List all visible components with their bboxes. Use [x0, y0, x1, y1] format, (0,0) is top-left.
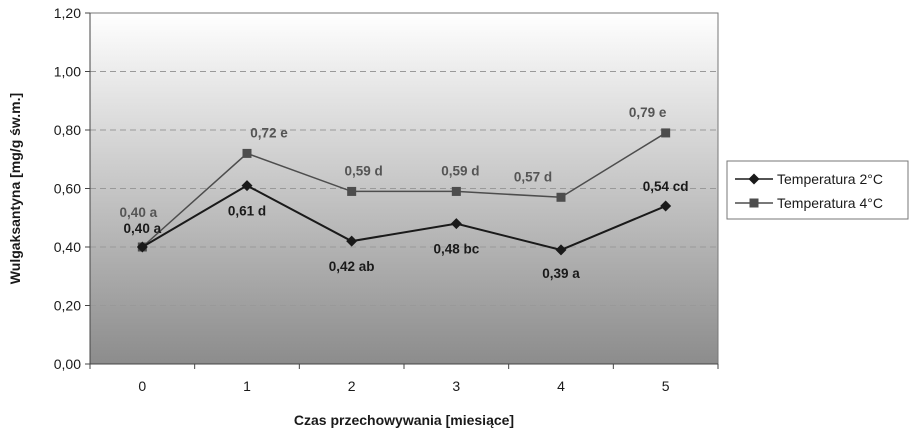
x-axis-title: Czas przechowywania [miesiące]: [294, 412, 514, 428]
y-tick-labels: 0,00 0,20 0,40 0,60 0,80 1,00 1,20: [54, 5, 81, 372]
data-label-2c: 0,54 cd: [643, 179, 689, 194]
data-label-2c: 0,40 a: [124, 221, 162, 236]
x-tick-label: 2: [348, 378, 356, 394]
data-label-4c: 0,40 a: [120, 205, 158, 220]
y-tick-label: 0,00: [54, 356, 81, 372]
data-label-4c: 0,59 d: [345, 163, 383, 178]
data-point: [347, 187, 356, 196]
data-point: [243, 149, 252, 158]
legend-label: Temperatura 2°C: [777, 171, 883, 187]
data-label-2c: 0,39 a: [542, 266, 580, 281]
data-point: [661, 128, 670, 137]
x-tick-label: 3: [452, 378, 460, 394]
data-label-4c: 0,59 d: [441, 163, 479, 178]
y-tick-label: 1,20: [54, 5, 81, 21]
y-axis-title: Wulgaksantyna [mg/g św.m.]: [7, 93, 23, 284]
x-tick-label: 0: [138, 378, 146, 394]
data-point: [452, 187, 461, 196]
legend-marker: [750, 199, 759, 208]
y-tick-label: 0,80: [54, 122, 81, 138]
legend-label: Temperatura 4°C: [777, 195, 883, 211]
data-label-2c: 0,42 ab: [329, 259, 375, 274]
y-tick-label: 0,40: [54, 239, 81, 255]
x-tick-labels: 0 1 2 3 4 5: [138, 378, 669, 394]
x-tick-label: 5: [662, 378, 670, 394]
data-label-4c: 0,72 e: [250, 125, 288, 140]
x-tick-label: 4: [557, 378, 565, 394]
data-label-4c: 0,79 e: [629, 105, 667, 120]
data-label-2c: 0,48 bc: [433, 242, 479, 257]
x-tick-label: 1: [243, 378, 251, 394]
data-label-4c: 0,57 d: [514, 169, 552, 184]
y-tick-label: 0,60: [54, 181, 81, 197]
data-label-2c: 0,61 d: [228, 204, 266, 219]
y-tick-label: 1,00: [54, 64, 81, 80]
data-point: [557, 193, 566, 202]
legend: Temperatura 2°C Temperatura 4°C: [727, 161, 908, 219]
y-tick-label: 0,20: [54, 298, 81, 314]
